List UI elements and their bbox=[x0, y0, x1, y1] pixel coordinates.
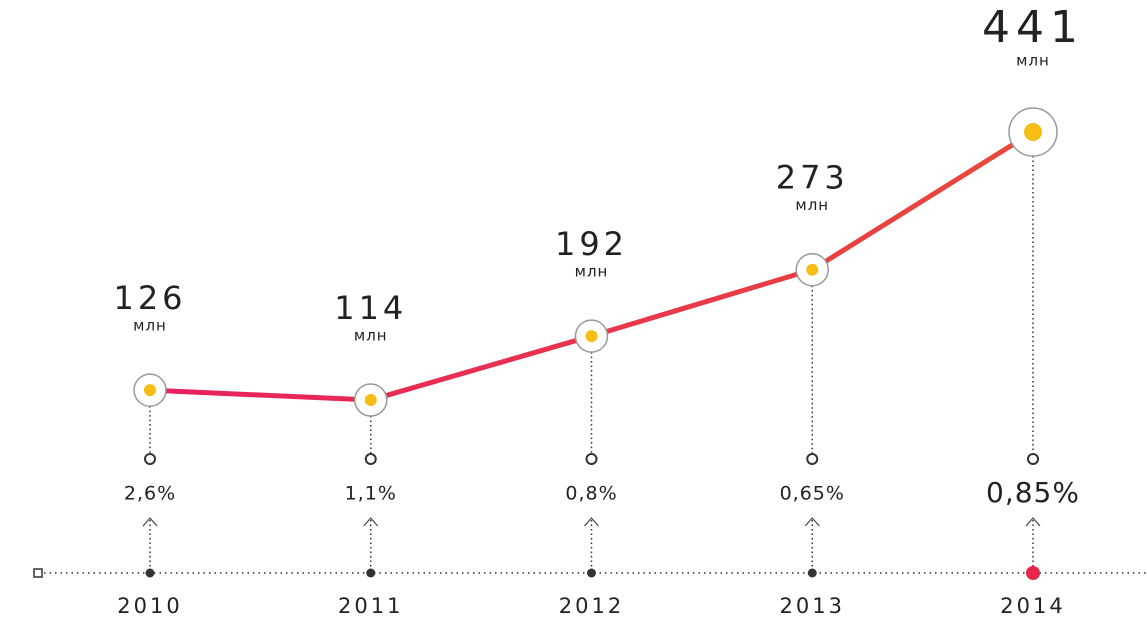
unit-label: млн bbox=[795, 196, 829, 214]
point bbox=[144, 384, 156, 397]
year-dot bbox=[807, 568, 817, 578]
x-tick-label: 2011 bbox=[338, 594, 403, 618]
value-label: 192 bbox=[555, 225, 628, 263]
x-tick-label: 2012 bbox=[559, 594, 624, 618]
year-dot bbox=[366, 568, 376, 578]
year-dot bbox=[587, 568, 596, 578]
rate-ring bbox=[144, 453, 156, 465]
point bbox=[806, 263, 819, 276]
value-label: 441 bbox=[982, 2, 1084, 53]
value-label: 114 bbox=[334, 289, 407, 327]
arrow bbox=[804, 517, 820, 527]
unit-label: млн bbox=[1016, 52, 1050, 70]
year-dot bbox=[145, 568, 155, 578]
rate-label: 2,6% bbox=[124, 483, 176, 505]
value-label: 273 bbox=[776, 159, 849, 197]
arrow bbox=[1025, 517, 1041, 527]
rate-label: 0,65% bbox=[780, 483, 845, 505]
arrow bbox=[142, 517, 158, 527]
unit-label: млн bbox=[133, 317, 167, 335]
point bbox=[1024, 123, 1042, 141]
value-label: 126 bbox=[113, 279, 186, 317]
rate-label: 0,8% bbox=[565, 483, 617, 505]
rate-ring bbox=[1027, 453, 1039, 465]
point bbox=[364, 394, 377, 406]
arrow bbox=[363, 517, 379, 527]
rate-label: 0,85% bbox=[986, 476, 1080, 509]
rate-ring bbox=[364, 453, 377, 465]
arrow bbox=[584, 517, 599, 527]
rate-label: 1,1% bbox=[345, 483, 397, 505]
x-tick-label: 2014 bbox=[1000, 594, 1065, 618]
year-dot bbox=[1026, 566, 1040, 580]
timeline-start bbox=[33, 568, 43, 578]
point bbox=[585, 330, 598, 343]
unit-label: млн bbox=[575, 263, 609, 281]
rate-ring bbox=[585, 453, 598, 465]
x-tick-label: 2013 bbox=[780, 594, 845, 618]
unit-label: млн bbox=[354, 327, 388, 345]
x-tick-label: 2010 bbox=[117, 594, 182, 618]
rate-ring bbox=[806, 453, 819, 465]
